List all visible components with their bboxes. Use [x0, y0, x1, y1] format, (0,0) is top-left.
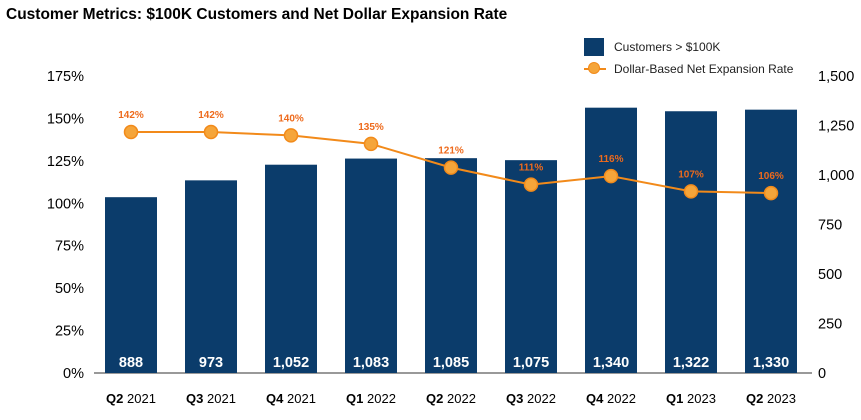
left-axis-tick-label: 25%: [55, 324, 84, 340]
expansion-rate-point: [283, 128, 299, 143]
x-axis-tick-label: Q1 2023: [666, 391, 716, 406]
left-axis-tick-label: 150%: [47, 111, 84, 127]
right-axis-tick-label: 1,250: [818, 119, 854, 135]
expansion-rate-point: [203, 124, 219, 140]
x-axis-tick-label: Q2 2021: [106, 391, 156, 406]
expansion-rate-label: 121%: [438, 146, 464, 157]
x-axis-tick-label: Q3 2021: [186, 391, 236, 406]
x-axis-tick-label: Q4 2021: [266, 391, 316, 406]
x-axis-tick-label: Q3 2022: [506, 391, 556, 406]
bar-value-label: 1,322: [673, 355, 709, 371]
right-axis-tick-label: 1,500: [818, 69, 854, 85]
bar: [425, 158, 477, 373]
legend-swatch-bar: [584, 38, 604, 56]
left-axis-tick-label: 100%: [47, 196, 84, 212]
bar: [505, 160, 557, 373]
right-axis-tick-label: 750: [818, 218, 842, 234]
expansion-rate-point: [123, 124, 139, 140]
expansion-rate-point: [363, 136, 379, 152]
bar-value-label: 1,052: [273, 355, 309, 371]
legend-label-customers: Customers > $100K: [614, 40, 721, 54]
bar-value-label: 973: [199, 355, 223, 371]
expansion-rate-label: 135%: [358, 122, 384, 133]
left-axis-tick-label: 175%: [47, 69, 84, 85]
bar: [585, 107, 637, 374]
bar-value-label: 888: [119, 355, 143, 371]
expansion-rate-label: 142%: [198, 110, 224, 121]
left-axis-tick-label: 75%: [55, 239, 84, 255]
expansion-rate-label: 140%: [278, 113, 304, 124]
expansion-rate-label: 116%: [598, 154, 623, 165]
expansion-rate-label: 142%: [118, 110, 144, 121]
right-axis-tick-label: 250: [818, 317, 842, 333]
bar: [265, 164, 317, 373]
expansion-rate-label: 111%: [519, 163, 544, 174]
legend: Customers > $100K Dollar-Based Net Expan…: [584, 36, 793, 80]
right-axis-tick-label: 500: [818, 267, 842, 283]
bar: [185, 180, 237, 373]
expansion-rate-point: [523, 177, 539, 192]
bar: [665, 111, 717, 373]
x-axis-tick-label: Q1 2022: [346, 391, 396, 406]
legend-swatch-line: [584, 60, 606, 78]
bar-value-label: 1,085: [433, 355, 469, 371]
bar-value-label: 1,083: [353, 355, 389, 371]
expansion-rate-label: 107%: [678, 169, 704, 180]
x-axis-tick-label: Q2 2023: [746, 391, 796, 406]
expansion-rate-label: 106%: [758, 171, 784, 182]
bar: [745, 109, 797, 373]
legend-label-expansion-rate: Dollar-Based Net Expansion Rate: [614, 62, 794, 76]
bar: [105, 197, 157, 373]
left-axis-tick-label: 125%: [47, 154, 84, 170]
expansion-rate-point: [763, 185, 779, 201]
right-axis-tick-label: 1,000: [818, 168, 854, 184]
legend-item-customers: Customers > $100K: [584, 36, 793, 58]
x-axis-tick-label: Q4 2022: [586, 391, 636, 406]
chart-title: Customer Metrics: $100K Customers and Ne…: [6, 6, 508, 23]
legend-item-expansion-rate: Dollar-Based Net Expansion Rate: [584, 58, 793, 80]
left-axis-tick-label: 50%: [55, 281, 84, 297]
right-axis-tick-label: 0: [818, 366, 826, 382]
bar-value-label: 1,340: [593, 355, 629, 371]
bar: [345, 158, 397, 373]
expansion-rate-point: [443, 160, 459, 175]
expansion-rate-point: [603, 168, 619, 184]
left-axis-tick-label: 0%: [63, 366, 84, 382]
bar-value-label: 1,075: [513, 355, 549, 371]
x-axis-tick-label: Q2 2022: [426, 391, 476, 406]
expansion-rate-point: [683, 184, 699, 199]
bar-value-label: 1,330: [753, 355, 789, 371]
